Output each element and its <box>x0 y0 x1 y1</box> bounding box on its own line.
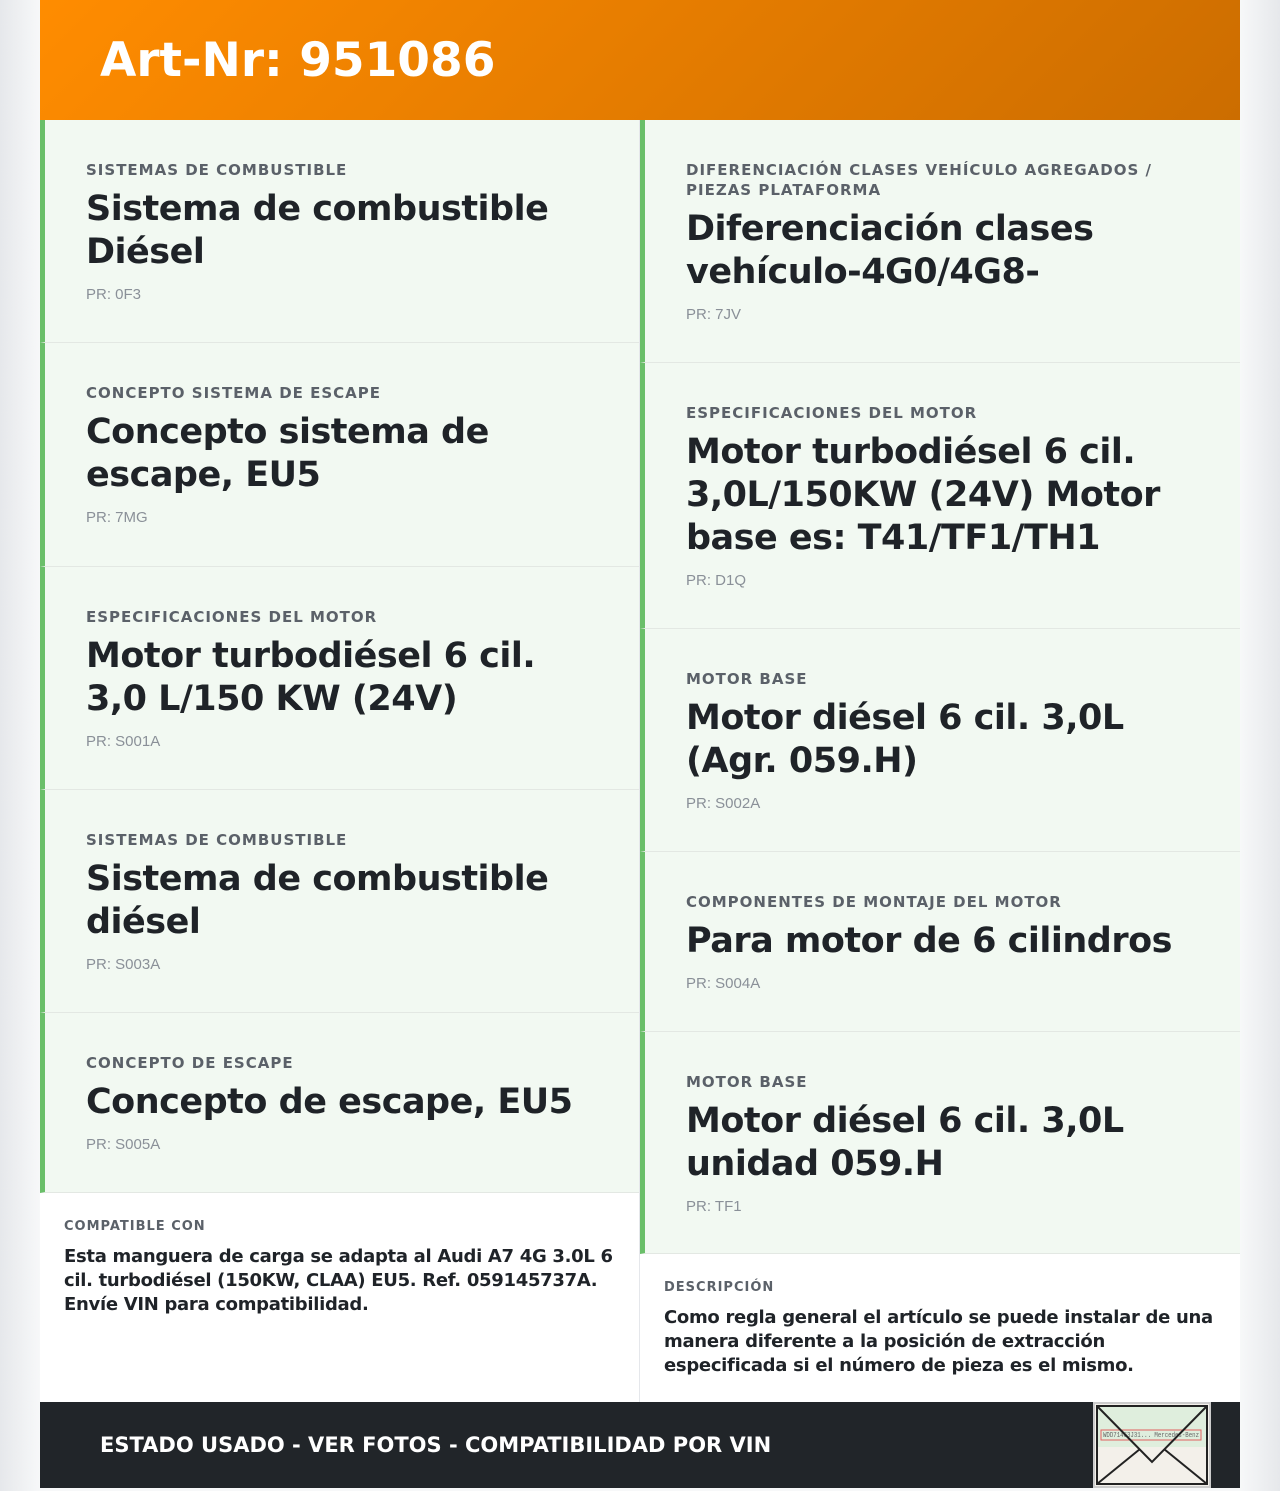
spec-card: ESPECIFICACIONES DEL MOTOR Motor turbodi… <box>40 567 639 790</box>
footer: ESTADO USADO - VER FOTOS - COMPATIBILIDA… <box>40 1402 1240 1488</box>
description-section: DESCRIPCIÓN Como regla general el artícu… <box>640 1254 1240 1402</box>
card-pr-code: PR: 7JV <box>686 306 742 323</box>
spec-card: MOTOR BASE Motor diésel 6 cil. 3,0L unid… <box>640 1032 1240 1254</box>
card-title: Motor turbodiésel 6 cil. 3,0L/150KW (24V… <box>686 431 1160 558</box>
spec-card: DIFERENCIACIÓN CLASES VEHÍCULO AGREGADOS… <box>640 120 1240 363</box>
header: Art-Nr: 951086 <box>40 0 1240 120</box>
spec-card: CONCEPTO DE ESCAPE Concepto de escape, E… <box>40 1013 639 1193</box>
page-title: Art-Nr: 951086 <box>100 32 496 88</box>
card-category: MOTOR BASE <box>686 670 808 689</box>
card-title: Motor diésel 6 cil. 3,0L unidad 059.H <box>686 1101 1124 1185</box>
card-title: Sistema de combustible Diésel <box>86 189 549 272</box>
card-category: COMPONENTES DE MONTAJE DEL MOTOR <box>686 892 1062 911</box>
spec-card: SISTEMAS DE COMBUSTIBLE Sistema de combu… <box>40 120 639 343</box>
card-pr-code: PR: 7MG <box>86 509 148 526</box>
card-pr-code: PR: S004A <box>686 974 761 992</box>
card-title: Concepto sistema de escape, EU5 <box>86 412 489 495</box>
description-text: Como regla general el artículo se puede … <box>664 1307 1213 1376</box>
description-label: DESCRIPCIÓN <box>664 1280 775 1295</box>
card-title: Motor turbodiésel 6 cil. 3,0 L/150 KW (2… <box>86 636 536 719</box>
card-title: Diferenciación clases vehículo-4G0/4G8- <box>686 209 1094 292</box>
spec-card: SISTEMAS DE COMBUSTIBLE Sistema de combu… <box>40 790 639 1013</box>
card-category: SISTEMAS DE COMBUSTIBLE <box>86 831 348 849</box>
card-title: Motor diésel 6 cil. 3,0L (Agr. 059.H) <box>686 698 1124 782</box>
card-pr-code: PR: D1Q <box>686 571 747 589</box>
card-category: MOTOR BASE <box>686 1073 808 1092</box>
card-category: ESPECIFICACIONES DEL MOTOR <box>86 608 378 626</box>
envelope-icon: WDD71463J31... Mercedes-Benz <box>1096 1405 1208 1485</box>
vin-image-text: WDD71463J31... Mercedes-Benz <box>1103 1432 1199 1440</box>
spec-card: COMPONENTES DE MONTAJE DEL MOTOR Para mo… <box>640 851 1240 1033</box>
page: Art-Nr: 951086 SISTEMAS DE COMBUSTIBLE S… <box>40 0 1240 1488</box>
spec-card: CONCEPTO SISTEMA DE ESCAPE Concepto sist… <box>40 343 639 567</box>
right-column: DIFERENCIACIÓN CLASES VEHÍCULO AGREGADOS… <box>640 120 1240 1402</box>
spec-card: ESPECIFICACIONES DEL MOTOR Motor turbodi… <box>640 362 1240 630</box>
card-title: Sistema de combustible diésel <box>86 859 549 942</box>
footer-text: ESTADO USADO - VER FOTOS - COMPATIBILIDA… <box>100 1433 772 1457</box>
card-pr-code: PR: S001A <box>86 733 161 750</box>
left-column: SISTEMAS DE COMBUSTIBLE Sistema de combu… <box>40 120 640 1402</box>
card-title: Para motor de 6 cilindros <box>686 920 1173 961</box>
card-pr-code: PR: 0F3 <box>86 286 142 303</box>
card-category: CONCEPTO DE ESCAPE <box>86 1054 294 1072</box>
compatible-label: COMPATIBLE CON <box>64 1219 206 1234</box>
compatible-text: Esta manguera de carga se adapta al Audi… <box>64 1246 613 1315</box>
card-category: ESPECIFICACIONES DEL MOTOR <box>686 403 978 422</box>
card-pr-code: PR: S002A <box>686 795 761 813</box>
spec-card: MOTOR BASE Motor diésel 6 cil. 3,0L (Agr… <box>640 629 1240 852</box>
vin-envelope-image: WDD71463J31... Mercedes-Benz <box>1093 1402 1211 1488</box>
card-category: SISTEMAS DE COMBUSTIBLE <box>86 161 348 179</box>
compatible-section: COMPATIBLE CON Esta manguera de carga se… <box>40 1193 639 1402</box>
card-category: DIFERENCIACIÓN CLASES VEHÍCULO AGREGADOS… <box>686 161 1152 199</box>
card-title: Concepto de escape, EU5 <box>86 1082 573 1122</box>
card-pr-code: PR: TF1 <box>686 1198 742 1216</box>
card-pr-code: PR: S005A <box>86 1136 161 1153</box>
card-category: CONCEPTO SISTEMA DE ESCAPE <box>86 384 382 402</box>
card-pr-code: PR: S003A <box>86 956 161 973</box>
